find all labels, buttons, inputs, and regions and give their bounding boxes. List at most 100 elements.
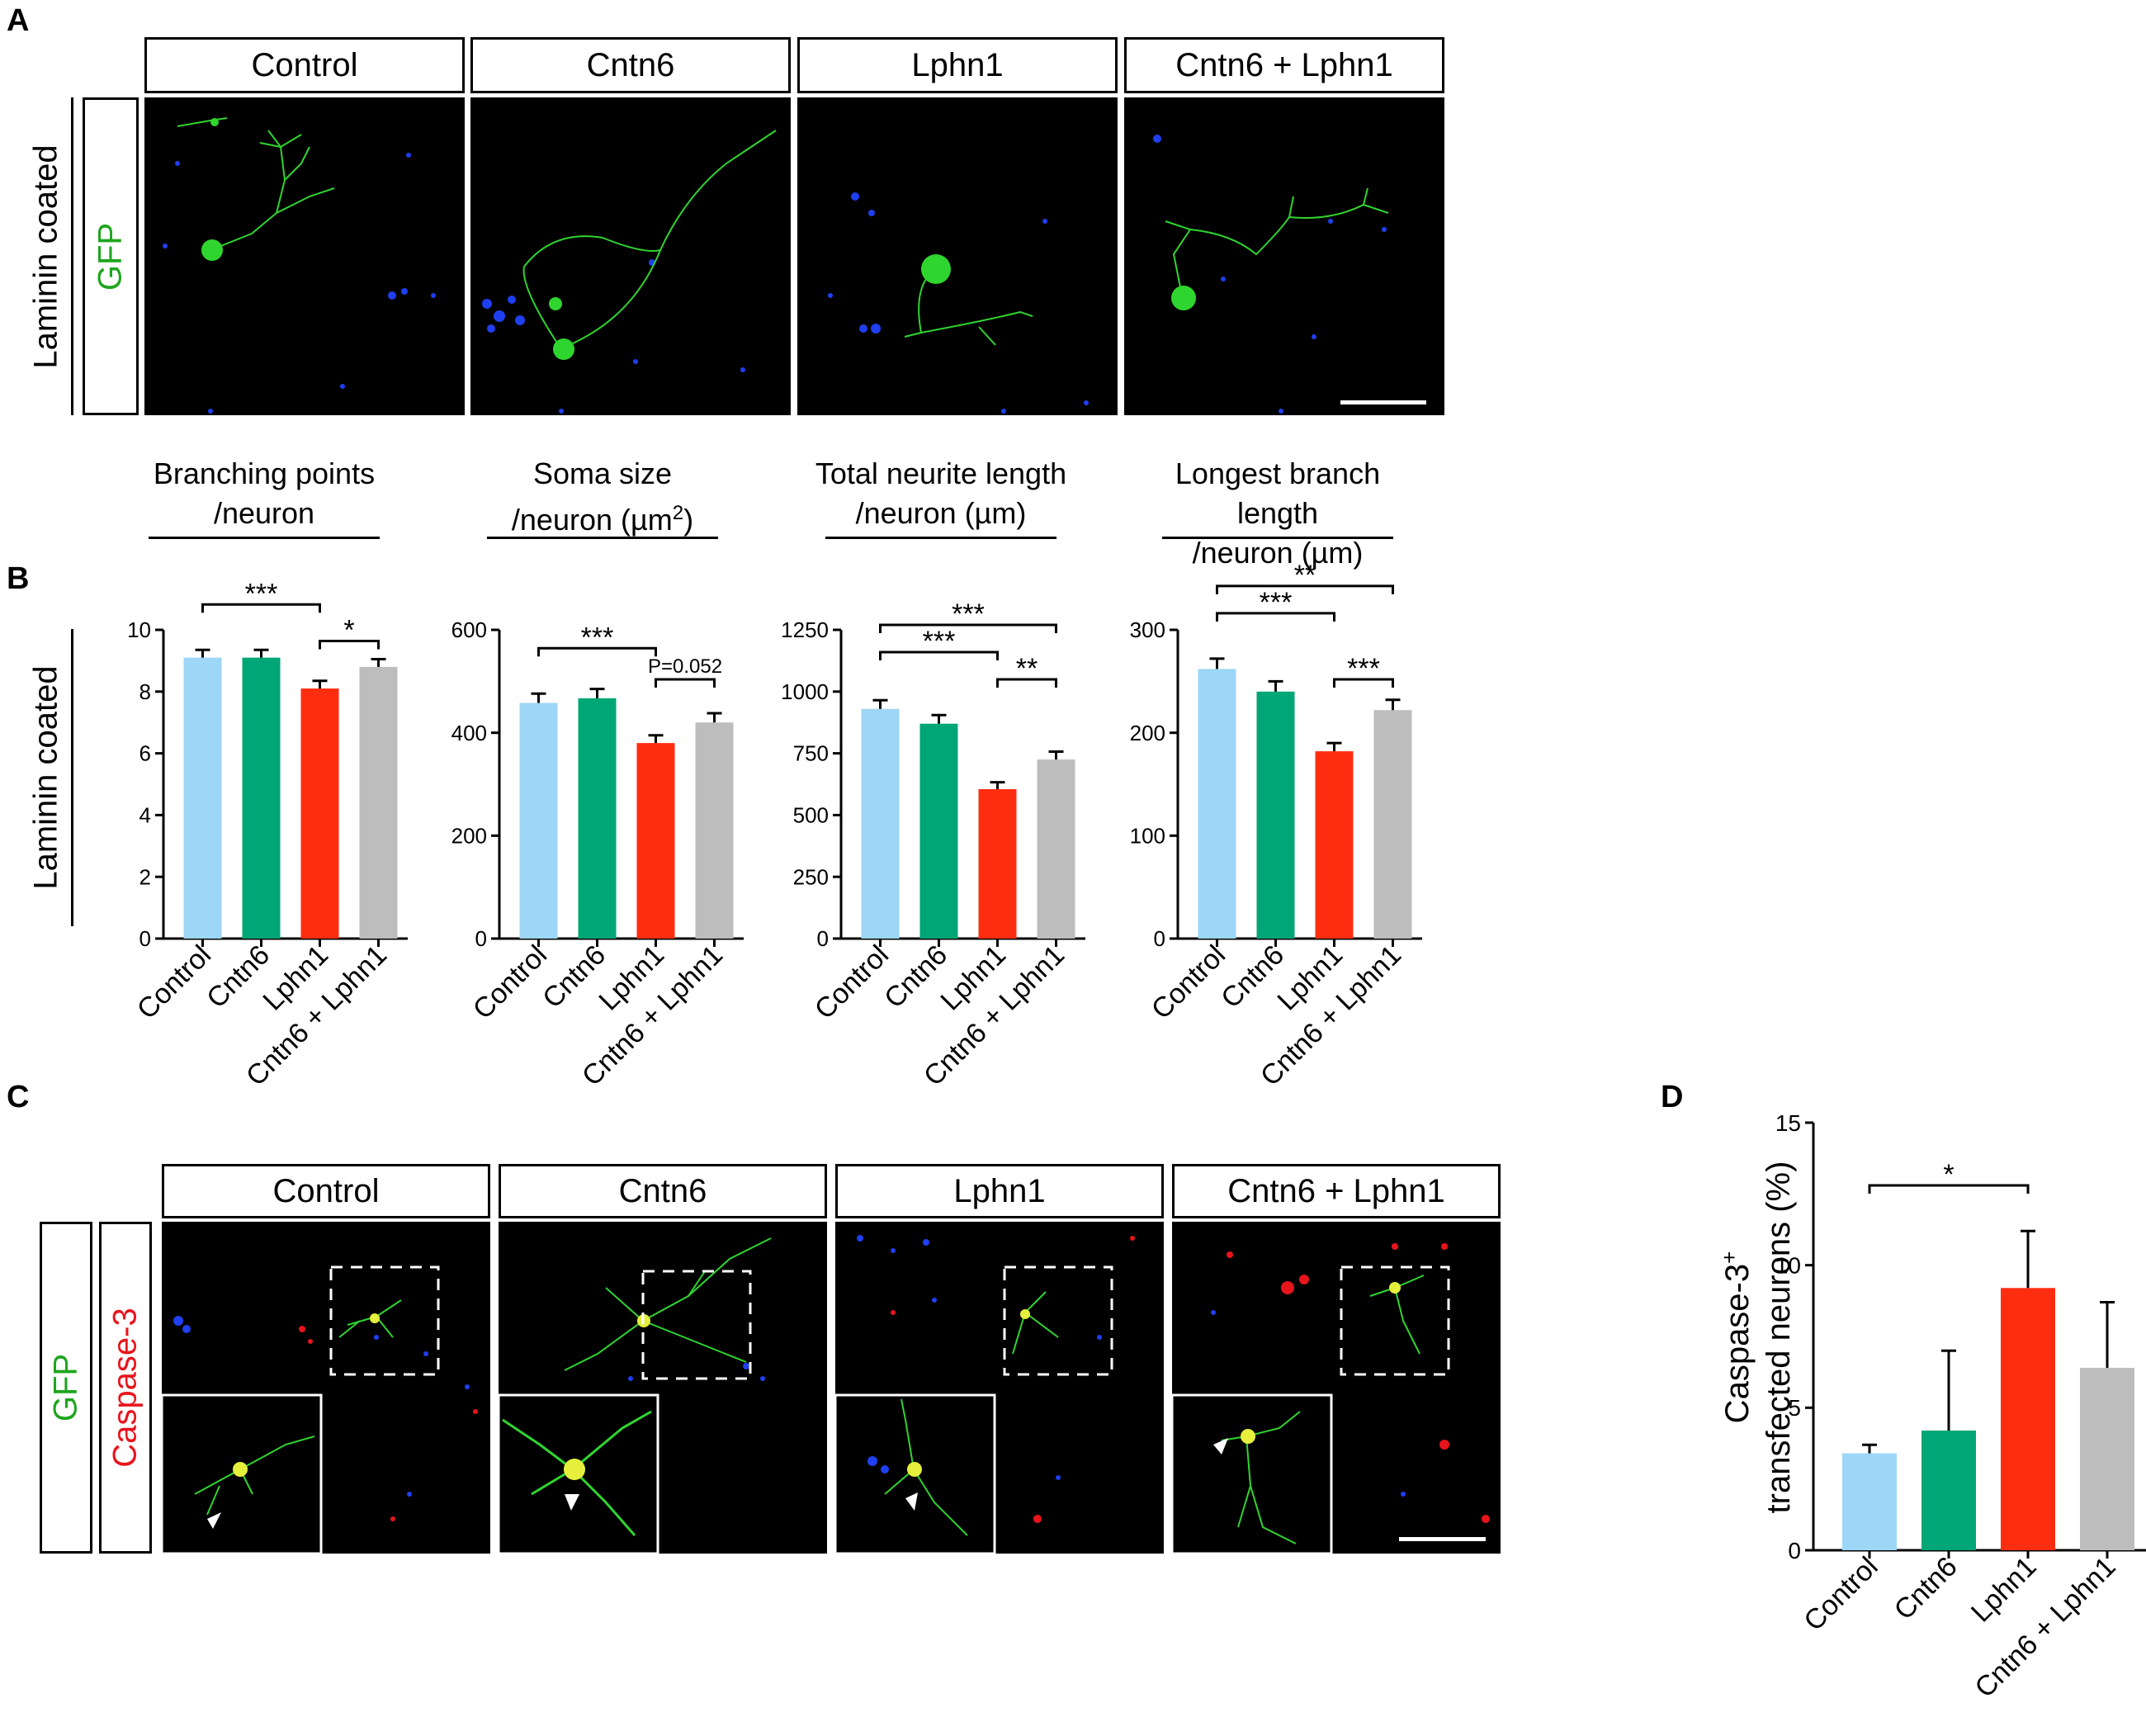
y-tick-label-3-2: 200 bbox=[1130, 721, 1165, 745]
micrograph-a-lphn1 bbox=[797, 97, 1118, 415]
y-tick-label-3-0: 0 bbox=[1154, 926, 1165, 951]
panel-c-caspase-box: Caspase-3 bbox=[99, 1222, 152, 1554]
y-tick-label-4-1: 5 bbox=[1788, 1395, 1801, 1421]
panel-a-condition-cntn6: Cntn6 bbox=[470, 37, 791, 93]
panel-c-condition-control: Control bbox=[162, 1164, 490, 1218]
metric-title-neurite: Total neurite length /neuron (µm) bbox=[801, 454, 1081, 533]
y-tick-label-2-4: 1000 bbox=[781, 679, 829, 704]
micrograph-a-control bbox=[144, 97, 465, 415]
category-label-4-1: Cntn6 bbox=[1888, 1551, 1964, 1626]
significance-bracket-2-0 bbox=[879, 623, 1057, 633]
y-tick-label-3-1: 100 bbox=[1130, 823, 1165, 848]
bar-0-1 bbox=[242, 657, 281, 939]
y-tick-label-1-1: 200 bbox=[451, 823, 487, 848]
category-label-0-0: Control bbox=[131, 939, 217, 1025]
y-tick-label-1-2: 400 bbox=[451, 721, 487, 745]
panel-d-ylabel: Caspase-3+ transfected neurons (%) bbox=[1709, 1161, 1799, 1514]
panel-d-ylabel-line2: transfected neurons (%) bbox=[1761, 1161, 1798, 1514]
bar-2-0 bbox=[861, 708, 900, 939]
y-tick-label-4-0: 0 bbox=[1788, 1538, 1801, 1563]
y-tick-label-1-3: 600 bbox=[451, 617, 487, 642]
category-label-3-0: Control bbox=[1146, 939, 1231, 1025]
significance-bracket-2-2 bbox=[996, 678, 1057, 688]
metric-title-longest-line1: Longest branch length bbox=[1175, 456, 1381, 530]
category-label-4-3: Cntn6 + Lphn1 bbox=[1969, 1551, 2121, 1704]
metric-title-neurite-line1: Total neurite length bbox=[815, 456, 1067, 490]
y-tick-label-4-2: 10 bbox=[1775, 1252, 1801, 1278]
significance-label-3-0: ** bbox=[1294, 560, 1316, 591]
bar-3-1 bbox=[1256, 691, 1295, 939]
panel-a-condition-cntn6-lphn1: Cntn6 + Lphn1 bbox=[1124, 37, 1444, 93]
y-tick-label-0-0: 0 bbox=[139, 926, 151, 951]
category-label-4-2: Lphn1 bbox=[1965, 1551, 2043, 1629]
micrograph-c-control bbox=[162, 1222, 490, 1554]
metric-rule-soma bbox=[487, 537, 718, 539]
bar-4-1 bbox=[1921, 1430, 1976, 1550]
bar-2-1 bbox=[919, 723, 958, 939]
bar-4-0 bbox=[1842, 1453, 1897, 1550]
micrograph-c-cntn6-lphn1 bbox=[1172, 1222, 1501, 1554]
metric-title-neurite-line2: /neuron (µm) bbox=[855, 496, 1027, 530]
metric-rule-branching bbox=[149, 537, 380, 539]
metric-rule-neurite bbox=[825, 537, 1056, 539]
metric-title-longest: Longest branch length /neuron (µm) bbox=[1137, 454, 1418, 573]
y-tick-label-2-3: 750 bbox=[793, 741, 829, 766]
bar-4-3 bbox=[2080, 1367, 2134, 1550]
category-label-4-0: Control bbox=[1798, 1551, 1884, 1637]
significance-label-2-0: *** bbox=[952, 598, 985, 630]
panel-a-row-label-line bbox=[71, 97, 73, 415]
y-tick-label-2-5: 1250 bbox=[781, 617, 829, 642]
bar-1-3 bbox=[695, 722, 734, 939]
metric-rule-longest bbox=[1162, 537, 1393, 539]
significance-bracket-3-2 bbox=[1333, 678, 1394, 688]
significance-label-3-2: *** bbox=[1347, 653, 1380, 684]
panel-d-ylabel-box: Caspase-3+ transfected neurons (%) bbox=[1709, 1123, 1799, 1552]
significance-label-0-0: *** bbox=[245, 578, 278, 609]
y-tick-label-1-0: 0 bbox=[475, 926, 487, 951]
bar-0-0 bbox=[183, 657, 222, 939]
bar-0-3 bbox=[359, 666, 398, 939]
y-tick-label-0-3: 6 bbox=[139, 741, 151, 766]
y-tick-label-2-1: 250 bbox=[793, 864, 829, 889]
bar-0-2 bbox=[300, 688, 339, 939]
y-tick-label-0-4: 8 bbox=[139, 679, 151, 704]
bar-1-2 bbox=[636, 743, 675, 939]
significance-bracket-1-1 bbox=[655, 678, 716, 688]
significance-bracket-0-0 bbox=[201, 603, 321, 613]
category-label-1-1: Cntn6 bbox=[536, 939, 612, 1015]
y-tick-label-0-2: 4 bbox=[139, 803, 151, 828]
panel-c-condition-cntn6: Cntn6 bbox=[499, 1164, 827, 1218]
y-tick-label-2-2: 500 bbox=[793, 803, 829, 828]
significance-bracket-0-1 bbox=[319, 640, 380, 650]
significance-bracket-2-1 bbox=[879, 650, 999, 660]
panel-a-condition-control: Control bbox=[144, 37, 465, 93]
significance-bracket-3-0 bbox=[1216, 584, 1394, 594]
significance-label-0-1: * bbox=[343, 615, 354, 646]
metric-title-branching: Branching points /neuron bbox=[124, 454, 404, 533]
bar-1-0 bbox=[519, 702, 558, 939]
metric-title-branching-line1: Branching points bbox=[153, 456, 376, 490]
panel-label-c: C bbox=[7, 1080, 30, 1114]
y-tick-label-0-1: 2 bbox=[139, 864, 151, 889]
significance-label-2-1: *** bbox=[923, 626, 956, 657]
metric-title-soma-sup: 2 bbox=[672, 502, 684, 524]
panel-label-a: A bbox=[7, 3, 30, 38]
panel-a-condition-lphn1: Lphn1 bbox=[797, 37, 1118, 93]
metric-title-soma: Soma size /neuron (µm2) bbox=[462, 454, 743, 540]
significance-label-3-1: *** bbox=[1260, 587, 1293, 618]
micrograph-c-lphn1 bbox=[835, 1222, 1164, 1554]
metric-title-branching-line2: /neuron bbox=[213, 496, 315, 530]
y-tick-label-3-3: 300 bbox=[1130, 617, 1165, 642]
metric-title-soma-line2-end: ) bbox=[683, 503, 694, 537]
metric-title-longest-line2: /neuron (µm) bbox=[1192, 536, 1364, 570]
micrograph-a-cntn6 bbox=[470, 97, 791, 415]
micrograph-a-cntn6-lphn1 bbox=[1124, 97, 1444, 415]
panel-c-condition-lphn1: Lphn1 bbox=[835, 1164, 1164, 1218]
y-tick-label-0-5: 10 bbox=[127, 617, 151, 642]
category-label-1-0: Control bbox=[467, 939, 553, 1025]
metric-title-soma-line2-text: /neuron (µm bbox=[511, 503, 673, 537]
y-tick-label-2-0: 0 bbox=[817, 926, 829, 951]
bar-3-0 bbox=[1198, 669, 1236, 939]
